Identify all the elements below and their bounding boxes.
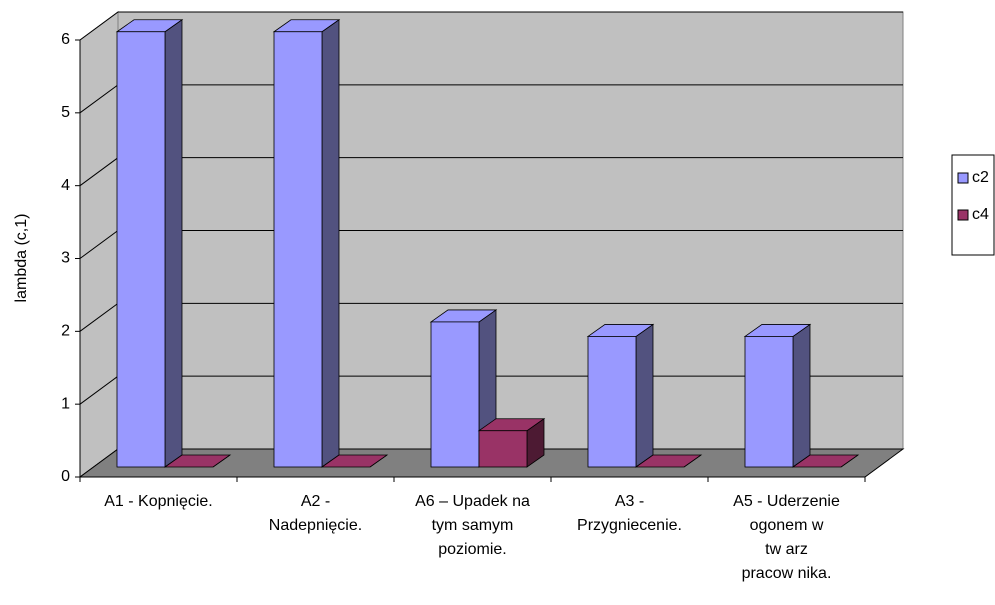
- bar-top: [163, 454, 232, 468]
- y-axis-label: lambda (c,1): [13, 214, 30, 303]
- bar: [272, 18, 341, 468]
- bar: [791, 454, 860, 468]
- bar-front: [744, 336, 794, 468]
- bar: [115, 18, 184, 468]
- y-tick-label: 0: [61, 468, 70, 485]
- x-tick-label: A5 - Uderzenie ogonem w tw arz pracow ni…: [733, 493, 840, 582]
- legend-box: [951, 154, 995, 256]
- bar: [586, 323, 655, 468]
- y-tick-label: 5: [61, 104, 70, 121]
- bar-front: [587, 336, 637, 468]
- bar-side: [792, 323, 811, 468]
- y-tick-label: 2: [61, 323, 70, 340]
- bar-top: [791, 454, 860, 468]
- bar-top: [320, 454, 389, 468]
- bar: [163, 454, 232, 468]
- x-tick-label: A2 - Nadepnięcie.: [268, 493, 363, 534]
- legend-swatch: [957, 172, 969, 184]
- legend-label: c2: [972, 169, 989, 186]
- bar: [320, 454, 389, 468]
- bar-front: [116, 31, 166, 468]
- bar-side: [164, 18, 183, 468]
- y-tick-label: 3: [61, 250, 70, 267]
- bar-front: [430, 321, 480, 468]
- bar: [477, 417, 546, 468]
- x-tick-label: A6 – Upadek na tym samym poziomie.: [415, 493, 530, 558]
- legend-swatch: [957, 209, 969, 221]
- bar-side: [635, 323, 654, 468]
- x-tick-label: A1 - Kopnięcie.: [104, 493, 213, 510]
- y-tick-label: 6: [61, 31, 70, 48]
- grid-line: [79, 11, 903, 41]
- y-tick-label: 4: [61, 177, 70, 194]
- bar-side: [321, 18, 340, 468]
- bar: [743, 323, 812, 468]
- y-tick-label: 1: [61, 395, 70, 412]
- bar: [634, 454, 703, 468]
- legend-label: c4: [972, 206, 989, 223]
- x-tick-label: A3 - Przygniecenie.: [577, 493, 682, 534]
- bar-front: [273, 31, 323, 468]
- bar-front: [478, 430, 528, 468]
- bar-top: [634, 454, 703, 468]
